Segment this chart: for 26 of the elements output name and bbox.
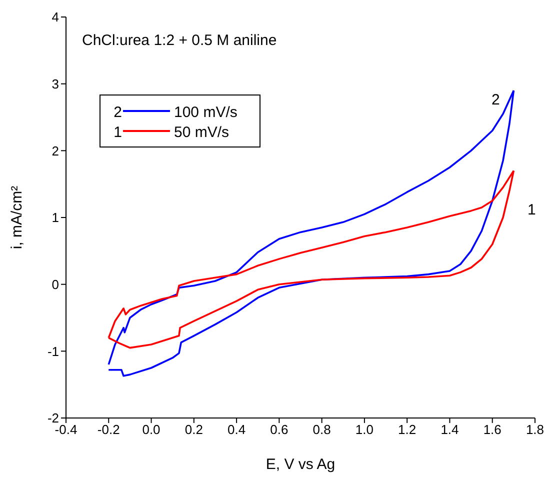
y-tick-label: 2 (52, 143, 59, 158)
x-tick-label: -0.2 (97, 422, 120, 438)
text: ChCl:urea 1:2 + 0.5 M aniline (82, 32, 277, 49)
legend-label: 100 mV/s (174, 104, 238, 121)
x-tick-label: 1.4 (440, 422, 459, 438)
y-tick-label: -1 (47, 344, 59, 359)
y-tick-label: 0 (52, 276, 59, 292)
x-axis-title: E, V vs Ag (266, 456, 336, 473)
x-tick-label: 0.2 (184, 422, 203, 438)
x-tick-label: 0.0 (142, 422, 160, 438)
x-tick-label: 0.8 (312, 422, 331, 438)
annotation: 1 (528, 202, 536, 219)
annotation: 2 (492, 91, 500, 108)
y-tick-label: 1 (52, 210, 59, 226)
x-tick-label: 0.4 (228, 422, 246, 438)
x-tick-label: 1.2 (398, 422, 416, 438)
y-axis-title: i, mA/cm² (8, 186, 26, 250)
x-tick-label: 0.6 (270, 422, 288, 438)
x-tick-label: 1.0 (355, 422, 374, 438)
text: 1 (114, 124, 122, 141)
text: 2 (114, 104, 122, 121)
y-tick-label: 3 (52, 76, 59, 92)
legend-label: 50 mV/s (174, 124, 230, 141)
x-tick-label: 1.6 (483, 422, 502, 438)
x-tick-label: 1.8 (526, 422, 544, 438)
y-tick-label: 4 (52, 10, 59, 25)
